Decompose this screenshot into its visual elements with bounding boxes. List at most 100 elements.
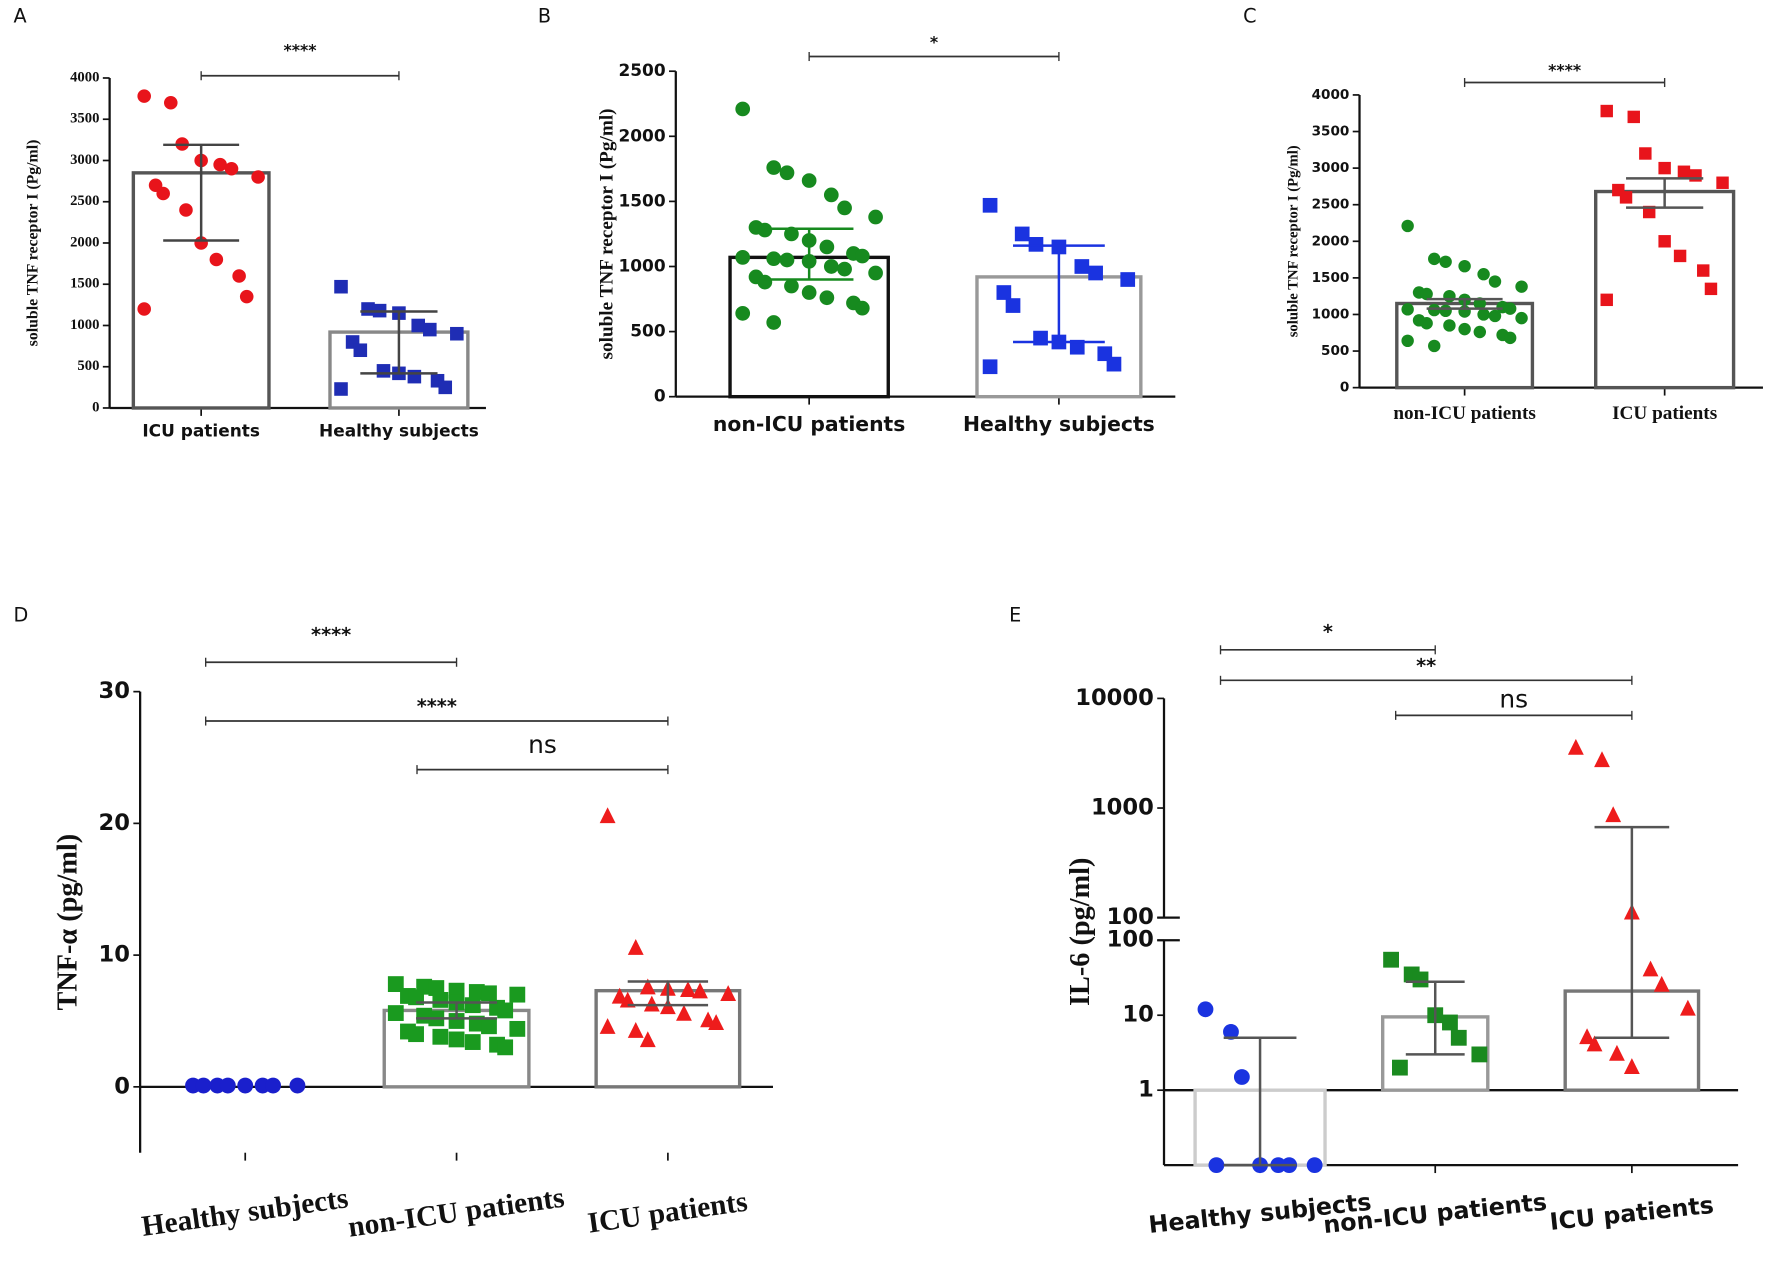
data-point [1074,259,1090,274]
y-tick-label: 100 [1107,904,1154,930]
significance-label: **** [311,624,351,647]
data-point [1716,176,1729,189]
data-point [468,1015,485,1032]
y-tick-label: 10000 [1075,685,1154,711]
data-point [450,326,464,341]
data-point [407,369,422,384]
data-point [464,1034,481,1050]
y-tick-label: 20 [99,810,130,836]
y-tick-label: 1500 [1312,270,1350,286]
data-point [823,259,839,274]
data-point [137,302,151,316]
data-point [251,170,265,184]
data-point [639,1031,656,1048]
data-point [1473,297,1487,310]
y-tick-label: 2500 [1312,197,1350,213]
data-point [376,364,391,378]
data-point [1458,322,1471,336]
data-point [837,200,852,216]
data-point [481,1018,497,1035]
data-point [334,279,348,294]
significance-label: **** [284,40,317,59]
data-point [1594,751,1610,768]
y-tick-label: 4000 [1312,87,1350,103]
data-point [1642,960,1659,977]
data-point [766,160,782,175]
data-point [361,302,375,316]
data-point [432,991,449,1008]
data-point [1401,334,1414,348]
data-point [766,315,782,330]
data-point [1392,1059,1408,1076]
data-point [599,1018,616,1034]
data-point [1420,317,1433,330]
data-point [735,306,751,321]
data-point [735,101,751,117]
data-point [164,95,178,110]
data-point [232,269,246,283]
data-point [611,987,628,1004]
data-point [497,1002,514,1019]
data-point [1233,1069,1250,1085]
data-point [209,252,224,267]
y-tick-label: 500 [1321,343,1349,359]
data-point [1653,975,1670,992]
y-tick-label: 0 [1340,380,1349,396]
data-point [868,265,883,281]
data-point [676,1004,692,1021]
data-point [468,984,485,1000]
data-point [448,1013,465,1029]
data-point [1014,226,1030,242]
data-point [1609,1044,1625,1061]
data-point [868,209,883,225]
data-point [1383,951,1399,968]
data-point [195,1077,212,1094]
data-point [1028,237,1044,252]
data-point [599,807,616,824]
data-point [1503,302,1517,315]
data-point [239,289,254,304]
data-point [416,1007,433,1024]
y-tick-label: 1500 [70,276,99,292]
x-tick-label: ICU patients [1612,403,1717,424]
data-point [819,239,835,255]
significance-label: ** [1416,654,1436,677]
data-point [1477,268,1490,281]
data-point [1586,1035,1603,1052]
data-point [639,978,656,995]
significance-label: **** [417,695,457,718]
x-tick-label: ICU patients [1548,1191,1715,1236]
data-point [982,359,998,375]
data-point [1442,1014,1458,1031]
data-point [1503,331,1517,345]
data-point [237,1077,254,1094]
data-point [854,300,870,316]
data-point [432,1028,449,1045]
data-point [735,250,751,265]
data-point [854,248,870,264]
data-point [509,986,526,1003]
data-point [619,991,636,1008]
y-tick-label: 1000 [1091,795,1154,821]
data-point [265,1077,281,1094]
data-point [213,157,227,172]
data-point [219,1077,236,1094]
y-tick-label: 2500 [70,193,99,209]
data-point [1401,219,1414,233]
y-tick-label: 30 [99,678,130,704]
data-point [1106,356,1122,372]
data-point [1704,282,1718,296]
data-point [1439,304,1452,318]
data-point [1639,147,1652,160]
data-point [1412,971,1429,988]
y-tick-label: 0 [114,1073,130,1099]
data-point [720,985,737,1001]
x-tick-label: Healthy subjects [319,421,479,441]
data-point [1658,161,1671,175]
data-point [448,1031,465,1048]
data-point [1401,303,1414,316]
data-point [1428,303,1441,317]
data-point [823,187,839,203]
data-point [497,1039,514,1056]
